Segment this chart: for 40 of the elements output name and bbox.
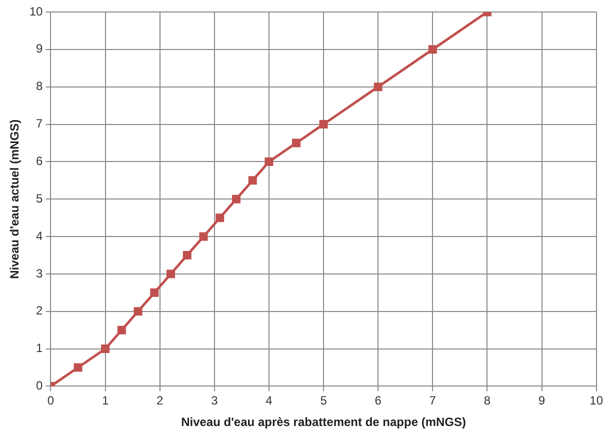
x-tick-label: 1: [102, 394, 109, 408]
x-tick-label: 4: [266, 394, 273, 408]
y-tick-label: 10: [29, 4, 44, 18]
point: [74, 363, 82, 372]
y-tick-label: 2: [36, 304, 44, 318]
x-tick-label: 5: [320, 394, 328, 408]
point: [292, 138, 300, 148]
y-tick-label: 9: [36, 42, 44, 56]
point: [216, 214, 224, 222]
point: [264, 157, 274, 166]
point: [182, 250, 192, 260]
point: [117, 326, 126, 334]
x-tick-label: 10: [590, 394, 604, 408]
y-tick-label: 3: [36, 266, 44, 280]
x-tick-label: 3: [211, 394, 218, 408]
point: [232, 194, 240, 204]
x-tick-label: 9: [538, 394, 546, 408]
y-tick-label: 6: [36, 154, 44, 168]
y-tick-label: 4: [36, 228, 44, 243]
point: [101, 344, 110, 354]
point: [134, 307, 142, 316]
y-tick-label: 8: [36, 79, 44, 94]
y-axis-title: Niveau d'eau actuel (mNGS): [8, 119, 22, 279]
x-tick-label: 8: [484, 394, 491, 408]
point: [428, 45, 437, 54]
point: [374, 82, 382, 92]
x-axis-title: Niveau d'eau après rabattement de nappe (mNGS): [181, 415, 466, 430]
x-tick-label: 7: [429, 394, 436, 408]
y-tick-label: 5: [36, 191, 44, 206]
y-tick-label: 7: [36, 116, 44, 131]
x-tick-label: 6: [374, 394, 382, 408]
point: [248, 176, 257, 185]
point: [166, 270, 176, 278]
x-tick-label: 2: [156, 394, 164, 408]
point: [199, 232, 208, 241]
y-tick-label: 1: [36, 341, 44, 356]
x-tick-label: 0: [47, 394, 54, 408]
point: [319, 120, 328, 129]
y-tick-label: 0: [36, 378, 44, 393]
point: [150, 288, 159, 297]
